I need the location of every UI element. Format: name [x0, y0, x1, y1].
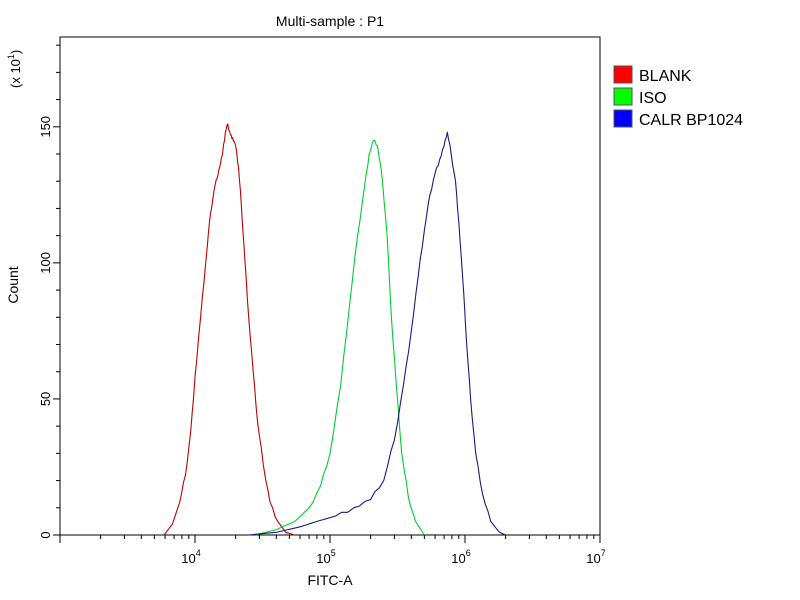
x-tick-exponent: 7 [601, 548, 606, 558]
y-multiplier-text: (x 10 [8, 59, 23, 88]
series-line-blank [163, 123, 296, 536]
x-tick-exponent: 6 [466, 548, 471, 558]
plot-frame [59, 36, 601, 536]
series-line-calr-bp1024 [248, 131, 506, 536]
x-tick-base: 10 [316, 551, 330, 566]
x-tick-base: 10 [451, 551, 465, 566]
legend-swatch [613, 109, 633, 128]
legend-label: BLANK [639, 68, 692, 85]
y-tick-label: 100 [38, 252, 53, 274]
y-multiplier-close: ) [8, 50, 23, 54]
x-axis-label: FITC-A [307, 572, 353, 588]
x-tick-label: 105 [316, 548, 335, 566]
x-tick-base: 10 [586, 551, 600, 566]
y-tick-label: 150 [38, 116, 53, 138]
y-axis-label: Count [5, 266, 21, 303]
x-axis: 104 105 106 107 [59, 535, 606, 566]
chart-title: Multi-sample : P1 [276, 13, 384, 29]
y-multiplier-label: (x 101) [6, 50, 23, 88]
x-tick-label: 107 [586, 548, 605, 566]
legend: BLANK ISO CALR BP1024 [613, 65, 743, 129]
y-tick-label: 50 [38, 392, 53, 406]
series-group [163, 123, 506, 536]
x-tick-exponent: 5 [331, 548, 336, 558]
x-tick-label: 106 [451, 548, 470, 566]
y-axis: 0 50 100 150 [38, 44, 60, 539]
legend-swatch [613, 87, 633, 106]
x-tick-exponent: 4 [196, 548, 201, 558]
y-multiplier-exponent: 1 [6, 54, 16, 59]
x-tick-label: 104 [181, 548, 200, 566]
legend-label: ISO [639, 90, 667, 107]
legend-swatch [613, 65, 633, 84]
series-line-iso [255, 139, 425, 536]
legend-label: CALR BP1024 [639, 112, 743, 129]
x-tick-base: 10 [181, 551, 195, 566]
y-tick-label: 0 [38, 531, 53, 538]
